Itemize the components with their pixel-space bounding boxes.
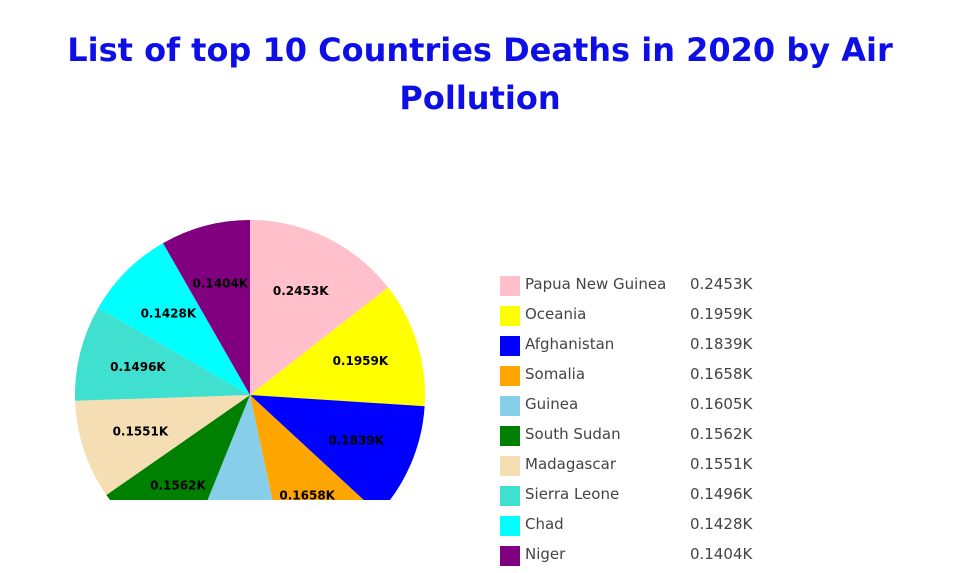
legend-swatch: [500, 486, 520, 506]
pie-data-label: 0.1551K: [113, 424, 169, 438]
legend-label: South Sudan: [525, 425, 621, 443]
legend-item[interactable]: Sierra Leone 0.1496K: [500, 483, 800, 513]
legend-item[interactable]: South Sudan 0.1562K: [500, 423, 800, 453]
pie-data-label: 0.1496K: [110, 360, 166, 374]
legend-swatch: [500, 456, 520, 476]
chart-title-line-2: Pollution: [399, 79, 561, 117]
pie-data-label: 0.1428K: [141, 306, 197, 320]
legend-value: 0.1959K: [690, 305, 753, 323]
pie-slice[interactable]: [106, 395, 250, 500]
legend-label: Somalia: [525, 365, 586, 383]
pie-slice[interactable]: [98, 243, 250, 395]
pie-chart: 0.2453K0.1959K0.1839K0.1658K0.1605K0.156…: [75, 220, 425, 500]
legend-swatch: [500, 516, 520, 536]
legend-value: 0.1562K: [690, 425, 753, 443]
pie-slices: [75, 220, 425, 500]
legend-value: 0.1605K: [690, 395, 753, 413]
legend-swatch: [500, 306, 520, 326]
legend-item[interactable]: Papua New Guinea 0.2453K: [500, 273, 800, 303]
legend-value: 0.1551K: [690, 455, 753, 473]
legend-item[interactable]: Afghanistan 0.1839K: [500, 333, 800, 363]
legend-label: Afghanistan: [525, 335, 615, 353]
pie-data-label: 0.1404K: [192, 276, 248, 290]
pie-data-label: 0.1959K: [333, 354, 389, 368]
pie-slice[interactable]: [163, 220, 250, 395]
legend-value: 0.1428K: [690, 515, 753, 533]
legend-swatch: [500, 336, 520, 356]
legend-label: Sierra Leone: [525, 485, 620, 503]
legend-label: Madagascar: [525, 455, 616, 473]
pie-slice[interactable]: [75, 307, 250, 401]
legend-swatch: [500, 426, 520, 446]
legend-swatch: [500, 276, 520, 296]
pie-slice[interactable]: [250, 287, 425, 407]
chart-title-line-1: List of top 10 Countries Deaths in 2020 …: [67, 31, 893, 69]
legend-item[interactable]: Chad 0.1428K: [500, 513, 800, 543]
legend-label: Niger: [525, 545, 566, 563]
legend-label: Oceania: [525, 305, 587, 323]
legend-item[interactable]: Madagascar 0.1551K: [500, 453, 800, 483]
pie-data-label: 0.1562K: [150, 478, 206, 492]
legend-swatch: [500, 366, 520, 386]
legend-item[interactable]: Oceania 0.1959K: [500, 303, 800, 333]
pie-data-label: 0.1658K: [279, 488, 335, 500]
legend-label: Papua New Guinea: [525, 275, 667, 293]
legend-value: 0.2453K: [690, 275, 753, 293]
legend-item[interactable]: Niger 0.1404K: [500, 543, 800, 573]
pie-slice[interactable]: [184, 395, 286, 500]
pie-data-labels: 0.2453K0.1959K0.1839K0.1658K0.1605K0.156…: [110, 276, 389, 500]
pie-slice[interactable]: [250, 395, 425, 500]
legend-label: Guinea: [525, 395, 579, 413]
chart-title: List of top 10 Countries Deaths in 2020 …: [0, 26, 960, 122]
pie-slice[interactable]: [250, 395, 379, 500]
legend-value: 0.1404K: [690, 545, 753, 563]
legend-value: 0.1839K: [690, 335, 753, 353]
legend-swatch: [500, 396, 520, 416]
pie-slice[interactable]: [250, 220, 389, 395]
legend-item[interactable]: Guinea 0.1605K: [500, 393, 800, 423]
pie-data-label: 0.2453K: [273, 284, 329, 298]
pie-slice[interactable]: [75, 395, 251, 495]
legend-value: 0.1658K: [690, 365, 753, 383]
legend-label: Chad: [525, 515, 564, 533]
legend-swatch: [500, 546, 520, 566]
legend-item[interactable]: Somalia 0.1658K: [500, 363, 800, 393]
pie-data-label: 0.1839K: [328, 434, 384, 448]
legend: Papua New Guinea 0.2453K Oceania 0.1959K Afg…: [500, 273, 800, 573]
legend-value: 0.1496K: [690, 485, 753, 503]
